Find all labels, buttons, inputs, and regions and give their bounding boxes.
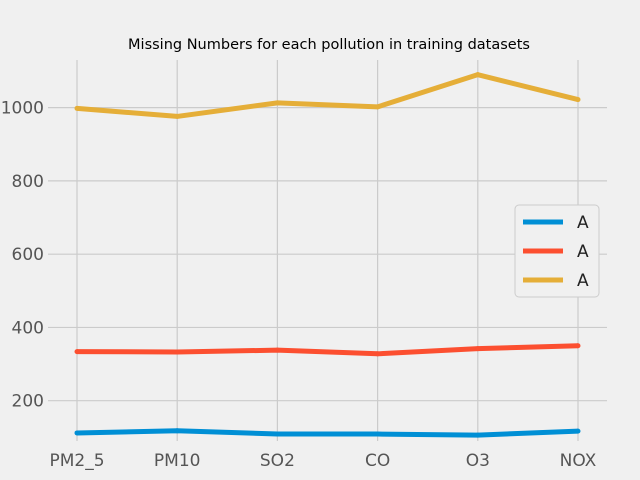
data-point [375,351,381,357]
data-point [174,428,180,434]
data-point [274,347,280,353]
data-point [74,105,80,111]
series-lines [74,72,581,438]
data-point [174,349,180,355]
data-point [74,430,80,436]
chart-title: Missing Numbers for each pollution in tr… [128,37,530,53]
data-point [575,97,581,103]
series-line-1 [76,343,579,357]
x-axis-ticks: PM2_5 PM10 SO2 CO O3 NOX [49,451,596,471]
data-point [74,349,80,355]
x-tick-label: NOX [560,451,597,471]
y-tick-label: 200 [12,392,44,412]
series-line-2 [76,72,579,119]
data-point [174,113,180,119]
y-tick-label: 800 [12,172,44,192]
data-point [274,100,280,106]
x-tick-label: PM10 [154,451,201,471]
data-point [375,104,381,110]
x-tick-label: PM2_5 [49,451,104,471]
x-tick-label: CO [365,451,390,471]
legend: AAA [514,204,600,298]
grid [48,60,607,441]
data-point [475,72,481,78]
series-line-0 [76,428,579,438]
data-point [475,346,481,352]
legend-label: A [577,271,589,291]
legend-label: A [577,242,589,262]
data-point [274,431,280,437]
legend-label: A [577,213,589,233]
x-tick-label: SO2 [260,451,295,471]
x-tick-label: O3 [466,451,490,471]
data-point [575,343,581,349]
y-tick-label: 1000 [1,99,44,119]
data-point [375,431,381,437]
y-tick-label: 600 [12,245,44,265]
data-point [475,432,481,438]
y-tick-label: 400 [12,318,44,338]
data-point [575,428,581,434]
y-axis-ticks: 200 400 600 800 1000 [1,99,44,412]
